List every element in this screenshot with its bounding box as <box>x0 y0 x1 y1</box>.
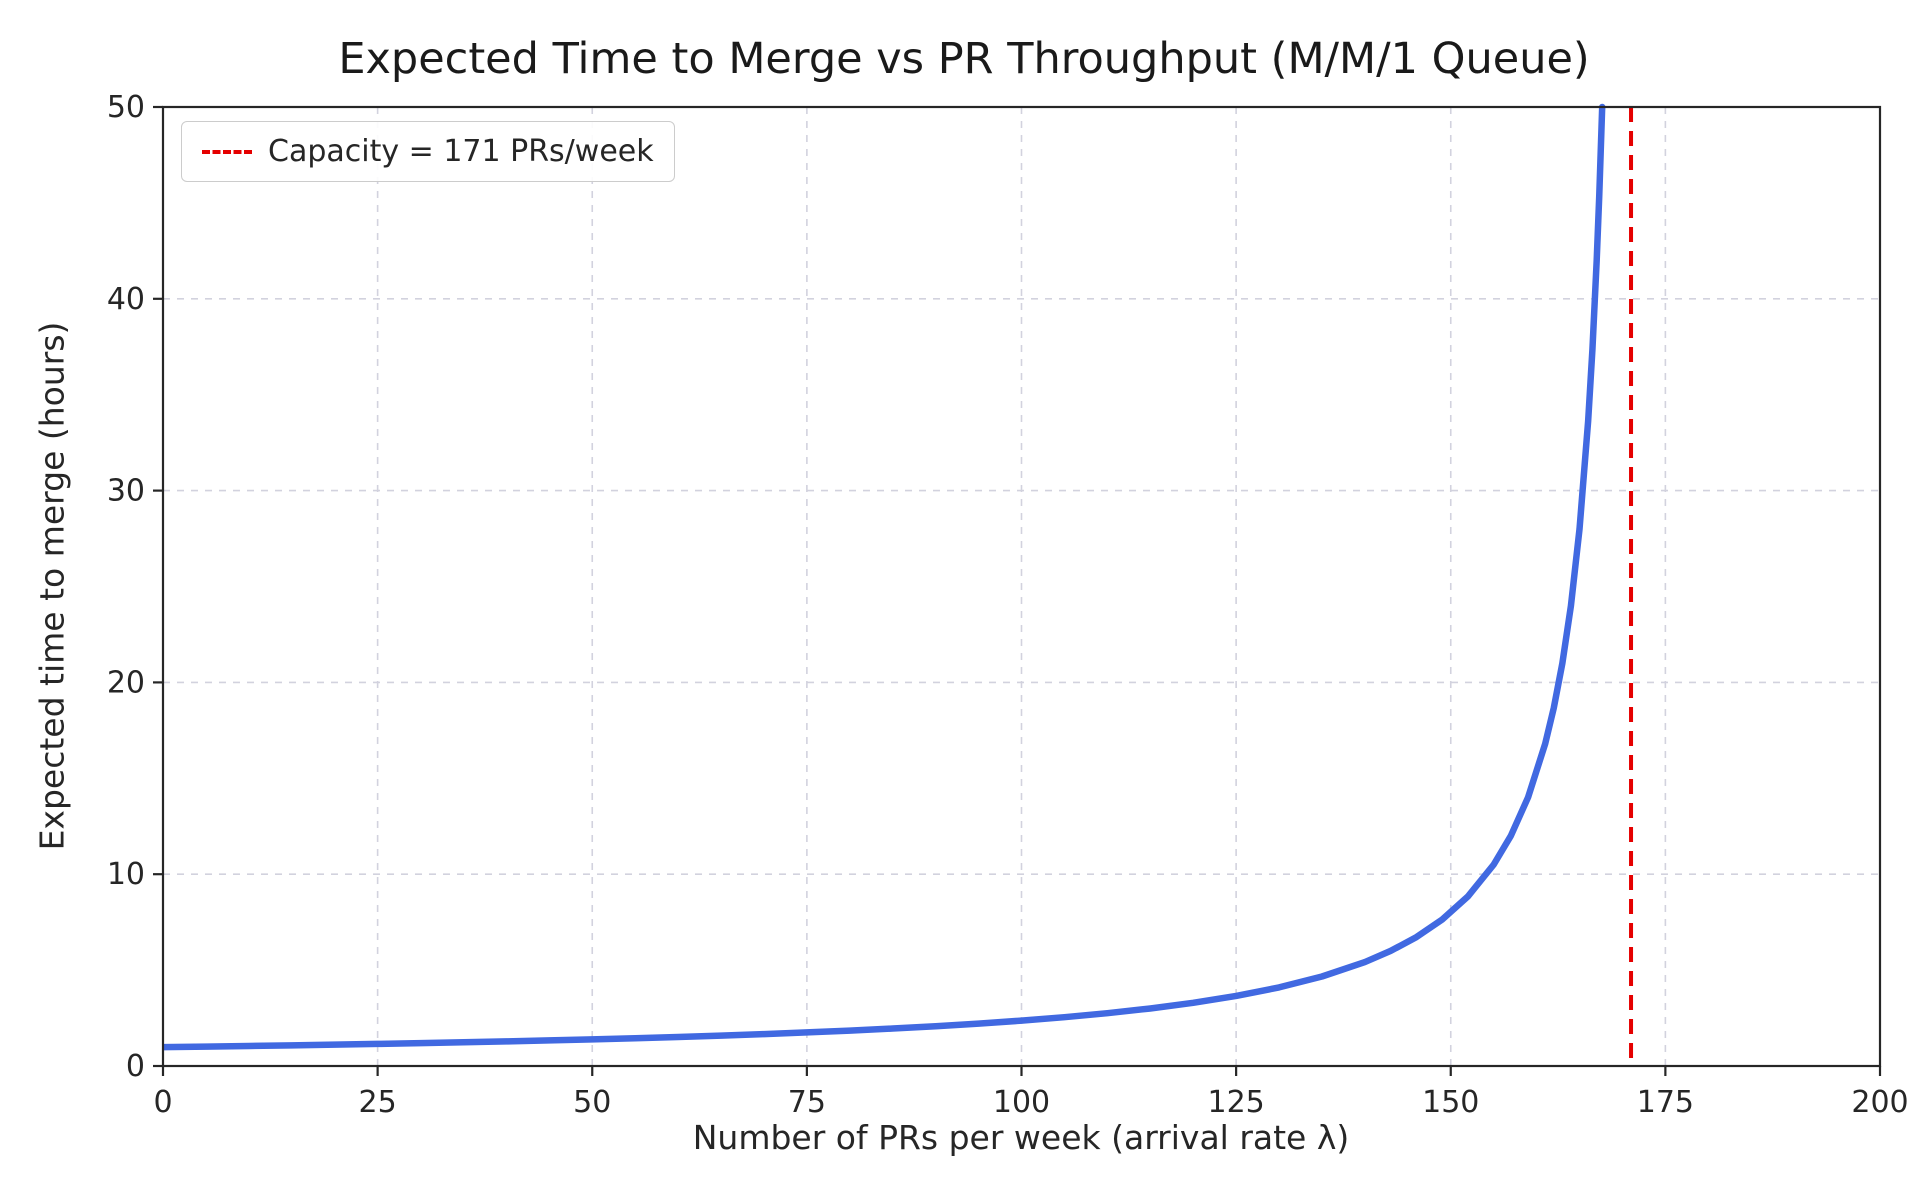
x-tick-label: 200 <box>1851 1085 1908 1120</box>
merge-time-curve <box>163 103 1606 1051</box>
legend: Capacity = 171 PRs/week <box>181 121 675 182</box>
y-tick-label: 40 <box>107 282 145 317</box>
x-tick-label: 100 <box>993 1085 1050 1120</box>
x-tick-label: 125 <box>1207 1085 1264 1120</box>
legend-capacity-line-icon <box>202 149 252 154</box>
y-tick-label: 20 <box>107 665 145 700</box>
x-axis-label: Number of PRs per week (arrival rate λ) <box>692 1118 1350 1157</box>
y-tick-label: 50 <box>107 90 145 125</box>
y-tick-label: 30 <box>107 474 145 509</box>
y-tick-label: 10 <box>107 857 145 892</box>
y-tick-label: 0 <box>126 1049 145 1084</box>
x-tick-label: 175 <box>1637 1085 1694 1120</box>
y-axis-label: Expected time to merge (hours) <box>32 321 72 851</box>
x-tick-label: 150 <box>1422 1085 1479 1120</box>
x-tick-label: 0 <box>153 1085 172 1120</box>
chart-title: Expected Time to Merge vs PR Throughput … <box>338 34 1590 84</box>
x-tick-label: 75 <box>788 1085 826 1120</box>
x-tick-label: 25 <box>359 1085 397 1120</box>
x-tick-label: 50 <box>573 1085 611 1120</box>
legend-capacity-label: Capacity = 171 PRs/week <box>268 134 654 169</box>
